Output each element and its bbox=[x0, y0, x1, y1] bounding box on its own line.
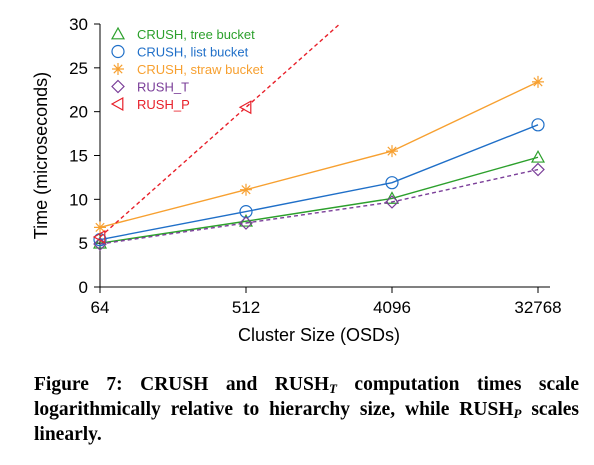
data-point-crush-list-bucket bbox=[531, 118, 545, 132]
legend-label-crush-list-bucket: CRUSH, list bucket bbox=[137, 45, 249, 60]
y-tick-label: 10 bbox=[69, 190, 88, 209]
caption-subscript-1: T bbox=[328, 381, 337, 396]
legend-label-crush-tree-bucket: CRUSH, tree bucket bbox=[137, 27, 255, 42]
data-point-rush-t bbox=[239, 216, 253, 230]
y-tick-label: 25 bbox=[69, 59, 88, 78]
data-point-rush-p bbox=[238, 100, 252, 115]
legend-item-rush-p: RUSH_P bbox=[110, 96, 190, 112]
series-line-crush-list-bucket bbox=[99, 124, 539, 241]
legend-label-crush-straw-bucket: CRUSH, straw bucket bbox=[137, 62, 264, 77]
legend-item-crush-tree-bucket: CRUSH, tree bucket bbox=[110, 26, 255, 42]
legend-marker-rush-p bbox=[110, 96, 124, 112]
legend-item-rush-t: RUSH_T bbox=[111, 79, 189, 95]
caption-part-3: scales linearly. bbox=[34, 399, 579, 445]
data-point-crush-tree-bucket bbox=[384, 191, 400, 204]
series-crush-tree-bucket bbox=[92, 150, 546, 249]
data-point-crush-list-bucket bbox=[385, 176, 399, 190]
y-tick-label: 5 bbox=[79, 234, 88, 253]
legend: CRUSH, tree bucket CRUSH, list bucket CRUS… bbox=[110, 26, 264, 112]
legend-marker-crush-list-bucket bbox=[111, 44, 125, 59]
legend-marker-crush-straw-bucket bbox=[112, 63, 124, 75]
data-point-rush-p bbox=[92, 230, 106, 245]
x-tick-label: 64 bbox=[91, 298, 110, 317]
x-axis-label: Cluster Size (OSDs) bbox=[238, 325, 400, 345]
data-point-crush-straw-bucket bbox=[240, 183, 252, 196]
y-tick-label: 30 bbox=[69, 15, 88, 34]
data-point-crush-straw-bucket bbox=[94, 221, 106, 234]
series-layer bbox=[92, 23, 546, 251]
data-point-crush-straw-bucket bbox=[386, 145, 398, 158]
legend-item-crush-list-bucket: CRUSH, list bucket bbox=[111, 44, 249, 60]
figure-caption: Figure 7: CRUSH and RUSHT computation ti… bbox=[34, 372, 579, 447]
series-rush-p bbox=[92, 23, 341, 245]
legend-item-crush-straw-bucket: CRUSH, straw bucket bbox=[112, 62, 264, 77]
x-tick-label: 32768 bbox=[514, 298, 561, 317]
legend-marker-crush-tree-bucket bbox=[110, 26, 126, 40]
data-point-crush-tree-bucket bbox=[530, 150, 546, 163]
series-rush-t bbox=[93, 162, 545, 251]
y-axis-label: Time (microseconds) bbox=[31, 72, 51, 239]
series-line-crush-straw-bucket bbox=[99, 81, 539, 229]
series-crush-straw-bucket bbox=[94, 75, 544, 234]
series-line-crush-tree-bucket bbox=[99, 156, 539, 244]
y-tick-label: 15 bbox=[69, 147, 88, 166]
caption-part-1: Figure 7: CRUSH and RUSH bbox=[34, 374, 329, 395]
chart: 0 5 10 15 20 25 30 64 512 4096 32768 CRUSH, tree b… bbox=[31, 15, 562, 345]
data-point-crush-straw-bucket bbox=[532, 75, 544, 88]
series-line-rush-p bbox=[99, 23, 341, 238]
legend-label-rush-p: RUSH_P bbox=[137, 97, 190, 112]
data-point-rush-t bbox=[385, 195, 399, 209]
legend-marker-rush-t bbox=[111, 79, 125, 94]
legend-label-rush-t: RUSH_T bbox=[137, 80, 189, 95]
axes: 0 5 10 15 20 25 30 64 512 4096 32768 bbox=[69, 15, 562, 317]
x-tick-label: 4096 bbox=[373, 298, 411, 317]
x-tick-label: 512 bbox=[232, 298, 260, 317]
data-point-rush-t bbox=[531, 162, 545, 177]
y-tick-label: 0 bbox=[79, 278, 88, 297]
caption-subscript-2: P bbox=[513, 406, 522, 421]
caption-part-2: computation times scale logarithmically … bbox=[34, 374, 579, 420]
series-crush-list-bucket bbox=[93, 118, 545, 247]
y-tick-label: 20 bbox=[69, 103, 88, 122]
series-line-rush-t bbox=[99, 168, 539, 245]
